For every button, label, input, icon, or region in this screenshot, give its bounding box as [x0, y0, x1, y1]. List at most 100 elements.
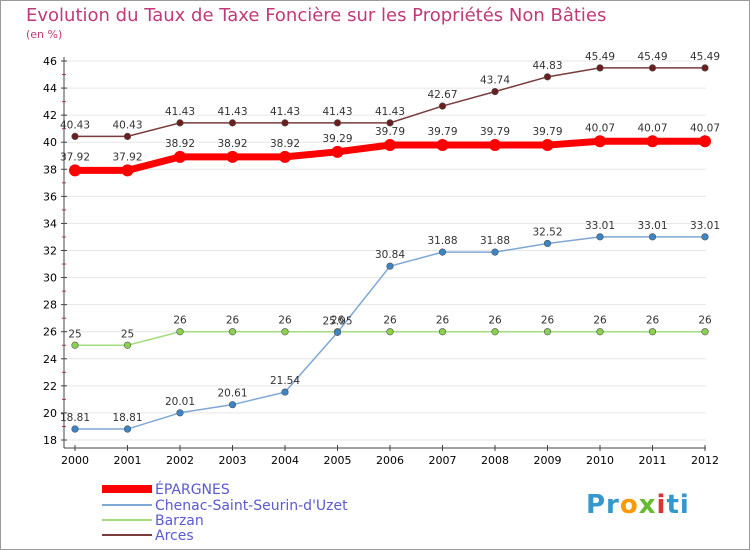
x-tick-label: 2005 — [324, 454, 352, 467]
data-point — [701, 328, 709, 336]
legend-label: Barzan — [155, 513, 204, 529]
data-label: 41.43 — [270, 106, 300, 118]
data-point — [543, 239, 552, 248]
data-label: 32.52 — [532, 226, 562, 238]
x-tick-label: 2008 — [481, 454, 509, 467]
data-point — [226, 150, 239, 163]
y-tick-label: 30 — [43, 272, 57, 285]
data-label: 20.61 — [217, 388, 247, 400]
data-point — [176, 409, 184, 417]
data-point — [121, 164, 134, 177]
data-label: 30.84 — [375, 249, 405, 261]
data-point — [123, 132, 132, 140]
data-point — [228, 401, 237, 409]
data-point — [386, 328, 394, 336]
y-tick-label: 26 — [43, 326, 57, 339]
data-point — [543, 73, 552, 81]
x-tick-label: 2000 — [61, 454, 89, 467]
y-tick-label: 32 — [43, 245, 57, 258]
data-label: 41.43 — [165, 106, 195, 118]
data-label: 26 — [698, 315, 712, 327]
data-point — [699, 135, 711, 148]
data-point — [701, 233, 709, 241]
x-tick-label: 2010 — [586, 454, 614, 467]
x-tick-label: 2007 — [429, 454, 457, 467]
logo-letter: o — [619, 490, 639, 520]
data-point — [176, 328, 184, 336]
data-label: 25.95 — [322, 315, 352, 327]
y-tick-label: 38 — [43, 163, 57, 176]
data-point — [384, 139, 396, 152]
y-tick-label: 40 — [43, 136, 57, 149]
data-label: 33.01 — [690, 220, 720, 232]
data-label: 26 — [226, 315, 240, 327]
data-point — [541, 139, 554, 152]
data-label: 33.01 — [585, 220, 615, 232]
data-label: 18.81 — [60, 412, 90, 424]
x-tick-label: 2011 — [639, 454, 667, 467]
data-point — [123, 341, 132, 349]
y-tick-label: 22 — [43, 380, 57, 393]
series-markers — [69, 64, 711, 433]
data-label: 20.01 — [165, 396, 195, 408]
x-tick-label: 2006 — [376, 454, 404, 467]
legend-label: ÉPARGNES — [155, 481, 230, 498]
data-label: 40.43 — [112, 119, 142, 131]
data-label: 26 — [383, 315, 397, 327]
logo-letter: Pr — [586, 490, 620, 520]
data-label: 39.29 — [322, 133, 352, 145]
data-point — [333, 328, 342, 336]
data-point — [489, 139, 501, 152]
data-label: 26 — [278, 315, 292, 327]
data-point — [386, 119, 394, 127]
data-label: 26 — [646, 315, 660, 327]
x-tick-label: 2003 — [219, 454, 247, 467]
data-point — [594, 135, 606, 148]
data-point — [333, 119, 342, 127]
data-label: 39.79 — [480, 126, 510, 138]
data-label: 39.79 — [532, 126, 562, 138]
data-label: 44.83 — [532, 60, 562, 72]
data-label: 18.81 — [112, 412, 142, 424]
data-label: 31.88 — [480, 235, 510, 247]
legend-label: Chenac-Saint-Seurin-d'Uzet — [155, 498, 348, 514]
data-point — [438, 248, 447, 256]
x-tick-label: 2009 — [534, 454, 562, 467]
data-label: 41.43 — [322, 106, 352, 118]
data-label: 40.43 — [60, 119, 90, 131]
data-label: 39.79 — [375, 126, 405, 138]
data-label: 26 — [331, 315, 345, 327]
data-label: 41.43 — [375, 106, 405, 118]
data-label: 37.92 — [112, 151, 142, 163]
chart-title: Evolution du Taux de Taxe Foncière sur l… — [26, 5, 607, 26]
data-point — [281, 119, 289, 127]
data-point — [596, 328, 604, 336]
y-tick-label: 46 — [43, 55, 57, 68]
data-point — [543, 328, 552, 336]
axes: 18 20 22 24 26 28 30 32 34 36 38 40 42 44 46 2000 2001 20… — [43, 55, 719, 467]
data-point — [71, 425, 79, 433]
data-point — [69, 164, 81, 177]
data-point — [701, 64, 709, 72]
data-label: 31.88 — [427, 235, 457, 247]
y-tick-label: 42 — [43, 109, 57, 122]
y-axis-unit-label: (en %) — [26, 28, 63, 41]
x-tick-label: 2001 — [114, 454, 142, 467]
data-label: 25 — [68, 328, 81, 340]
data-point — [648, 64, 657, 72]
legend: ÉPARGNESChenac-Saint-Seurin-d'UzetBarzan… — [102, 481, 348, 544]
y-tick-label: 28 — [43, 299, 57, 312]
data-label: 40.07 — [690, 122, 720, 134]
data-label: 40.07 — [585, 122, 615, 134]
data-point — [438, 328, 447, 336]
data-point — [596, 64, 604, 72]
data-point — [491, 328, 499, 336]
logo-letter: i — [656, 490, 667, 520]
legend-label: Arces — [155, 528, 194, 544]
data-point — [176, 119, 184, 127]
data-point — [228, 328, 237, 336]
y-tick-label: 20 — [43, 407, 57, 420]
data-label: 26 — [593, 315, 607, 327]
